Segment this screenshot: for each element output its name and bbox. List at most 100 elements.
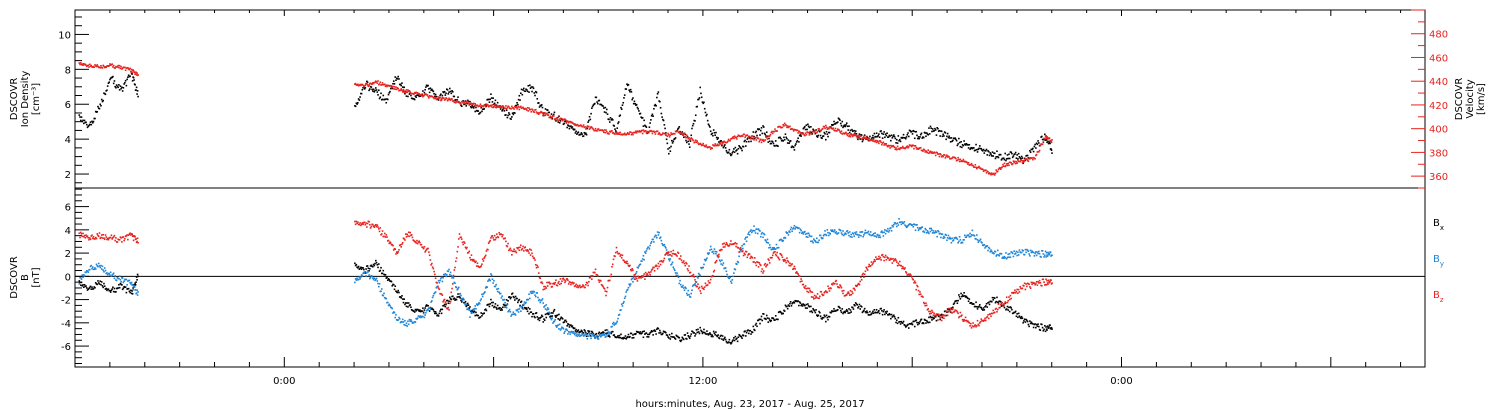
b-red-point xyxy=(635,277,638,280)
b-blue-point xyxy=(815,241,817,243)
b-blue-point xyxy=(872,233,874,236)
b-blue-point xyxy=(882,235,885,237)
density-point xyxy=(890,139,892,142)
b-black-point xyxy=(666,334,669,337)
b-blue-point xyxy=(971,229,974,232)
density-point xyxy=(872,137,875,139)
density-point xyxy=(428,91,431,94)
density-point xyxy=(410,94,412,97)
b-black-point xyxy=(928,316,930,319)
b-blue-point xyxy=(576,335,579,337)
b-red-point xyxy=(823,291,826,294)
density-point xyxy=(674,137,676,140)
b-red-point xyxy=(567,283,570,285)
b-black-point xyxy=(960,292,962,295)
b-black-point xyxy=(725,340,728,343)
b-blue-point xyxy=(497,287,500,290)
density-point xyxy=(652,115,654,117)
density-point xyxy=(743,140,746,143)
velocity-point xyxy=(585,128,587,130)
velocity-point xyxy=(958,158,960,161)
b-red-point xyxy=(98,232,101,234)
velocity-point xyxy=(824,127,826,130)
velocity-point xyxy=(885,143,888,145)
b-blue-point xyxy=(487,280,489,282)
b-blue-point xyxy=(464,304,467,306)
density-point xyxy=(597,102,599,105)
density-point xyxy=(633,100,636,103)
b-blue-point xyxy=(948,237,950,240)
velocity-point xyxy=(722,141,725,144)
b-blue-point xyxy=(369,277,371,280)
b-red-point xyxy=(414,241,417,243)
b-black-point xyxy=(372,265,374,268)
velocity-point xyxy=(1000,167,1003,169)
b-blue-point xyxy=(748,231,750,234)
density-point xyxy=(834,122,837,125)
b-black-point xyxy=(1045,328,1048,330)
b-red-point xyxy=(89,238,92,241)
density-point xyxy=(940,130,943,133)
b-red-point xyxy=(401,241,404,244)
b-red-point xyxy=(96,233,99,235)
b-blue-point xyxy=(364,270,367,273)
b-red-point xyxy=(813,298,815,300)
b-red-point xyxy=(535,266,538,269)
b-blue-point xyxy=(480,298,482,300)
velocity-point xyxy=(130,70,132,73)
density-point xyxy=(586,127,589,130)
b-blue-point xyxy=(1017,251,1019,254)
b-black-point xyxy=(782,312,784,315)
density-point xyxy=(475,106,477,109)
density-point xyxy=(928,127,930,129)
velocity-point xyxy=(669,134,672,136)
density-point xyxy=(665,132,667,134)
b-blue-point xyxy=(1029,255,1031,257)
b-black-point xyxy=(456,296,459,298)
b-blue-point xyxy=(881,230,883,232)
b-blue-point xyxy=(620,303,623,306)
b-black-point xyxy=(800,304,802,307)
b-red-point xyxy=(534,259,536,261)
b-black-point xyxy=(851,306,854,309)
density-point xyxy=(653,104,656,107)
b-black-point xyxy=(917,321,920,324)
velocity-point xyxy=(720,143,722,146)
b-red-point xyxy=(658,265,660,268)
density-point xyxy=(709,126,711,128)
b-blue-point xyxy=(848,231,851,233)
b-red-point xyxy=(761,268,764,270)
velocity-point xyxy=(766,138,769,140)
velocity-point xyxy=(464,102,467,105)
b-blue-point xyxy=(775,243,778,246)
velocity-point xyxy=(591,126,593,129)
b-black-point xyxy=(748,332,750,335)
velocity-point xyxy=(858,137,861,139)
density-point xyxy=(443,91,445,94)
velocity-point xyxy=(543,114,545,117)
density-point xyxy=(817,134,820,137)
density-point xyxy=(800,135,802,137)
velocity-point xyxy=(1046,137,1049,139)
velocity-point xyxy=(614,131,617,133)
density-point xyxy=(1006,154,1009,156)
b-red-point xyxy=(589,276,592,279)
velocity-point xyxy=(714,143,716,145)
velocity-point xyxy=(375,80,377,82)
b-blue-point xyxy=(133,285,135,287)
b-black-point xyxy=(432,308,435,311)
b-blue-point xyxy=(432,294,435,297)
b-red-point xyxy=(548,281,551,284)
b-black-point xyxy=(459,297,462,299)
velocity-point xyxy=(631,132,633,134)
density-point xyxy=(398,78,400,80)
b-black-point xyxy=(693,332,696,334)
b-red-point xyxy=(133,235,136,237)
velocity-point xyxy=(623,133,625,136)
b-black-point xyxy=(827,318,829,321)
b-black-point xyxy=(488,305,491,308)
density-point xyxy=(493,102,496,105)
velocity-point xyxy=(1005,164,1007,167)
b-black-point xyxy=(907,323,909,326)
